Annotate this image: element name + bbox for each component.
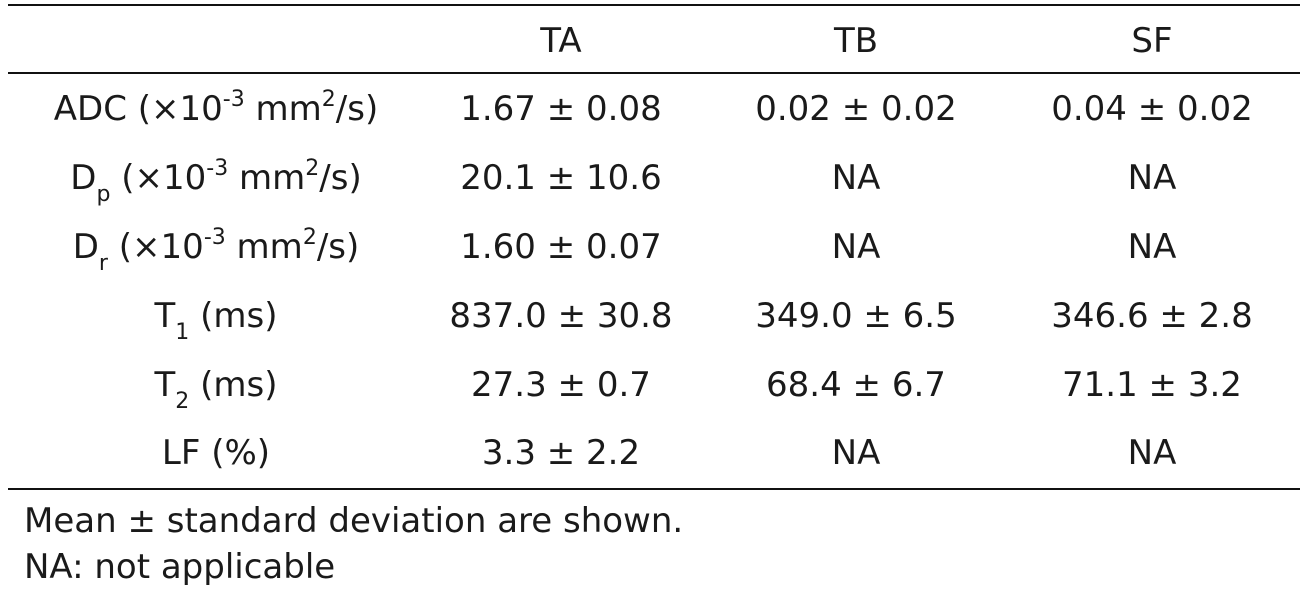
row-label-adc: ADC (×10-3 mm2/s)	[53, 87, 379, 130]
table-row-t1: T1 (ms) 837.0 ± 30.8 349.0 ± 6.5 346.6 ±…	[8, 281, 1300, 351]
cell-t1-ta: 837.0 ± 30.8	[449, 296, 673, 336]
table-row-dp: Dp (×10-3 mm2/s) 20.1 ± 10.6 NA NA	[8, 143, 1300, 213]
cell-t1-tb: 349.0 ± 6.5	[755, 296, 957, 336]
cell-lf-tb: NA	[831, 433, 881, 473]
cell-lf-sf: NA	[1127, 433, 1177, 473]
row-label-t2: T2 (ms)	[154, 365, 278, 414]
cell-dr-ta: 1.60 ± 0.07	[460, 227, 662, 267]
cell-dp-sf: NA	[1127, 158, 1177, 198]
table-footnotes: Mean ± standard deviation are shown. NA:…	[24, 498, 683, 590]
row-label-lf: LF (%)	[161, 433, 271, 473]
cell-lf-ta: 3.3 ± 2.2	[481, 433, 641, 473]
cell-dp-ta: 20.1 ± 10.6	[460, 158, 662, 198]
table-bottom-rule	[8, 488, 1300, 490]
table-row-lf: LF (%) 3.3 ± 2.2 NA NA	[8, 418, 1300, 488]
header-cell-sf: SF	[1131, 21, 1173, 61]
table-header-row: TA TB SF	[8, 6, 1300, 76]
cell-t1-sf: 346.6 ± 2.8	[1051, 296, 1253, 336]
cell-dr-sf: NA	[1127, 227, 1177, 267]
row-label-dr: Dr (×10-3 mm2/s)	[72, 225, 360, 276]
cell-adc-tb: 0.02 ± 0.02	[755, 89, 957, 129]
cell-t2-tb: 68.4 ± 6.7	[766, 365, 946, 405]
header-cell-ta: TA	[540, 21, 582, 61]
cell-dr-tb: NA	[831, 227, 881, 267]
cell-adc-ta: 1.67 ± 0.08	[460, 89, 662, 129]
footnote-na: NA: not applicable	[24, 547, 336, 587]
table-top-rule	[8, 4, 1300, 6]
row-label-dp: Dp (×10-3 mm2/s)	[70, 156, 362, 207]
cell-dp-tb: NA	[831, 158, 881, 198]
cell-t2-sf: 71.1 ± 3.2	[1062, 365, 1242, 405]
table-header-rule	[8, 72, 1300, 74]
table-row-dr: Dr (×10-3 mm2/s) 1.60 ± 0.07 NA NA	[8, 212, 1300, 282]
footnote-mean-sd: Mean ± standard deviation are shown.	[24, 501, 684, 541]
cell-t2-ta: 27.3 ± 0.7	[471, 365, 651, 405]
cell-adc-sf: 0.04 ± 0.02	[1051, 89, 1253, 129]
table-row-t2: T2 (ms) 27.3 ± 0.7 68.4 ± 6.7 71.1 ± 3.2	[8, 350, 1300, 420]
row-label-t1: T1 (ms)	[154, 296, 278, 345]
table-row-adc: ADC (×10-3 mm2/s) 1.67 ± 0.08 0.02 ± 0.0…	[8, 74, 1300, 144]
header-cell-tb: TB	[833, 21, 879, 61]
